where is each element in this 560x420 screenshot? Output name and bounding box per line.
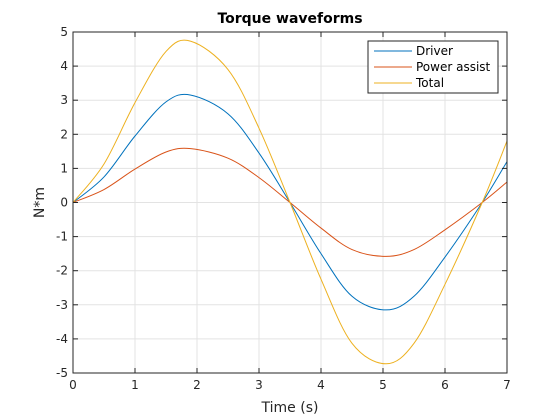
- chart-title: Torque waveforms: [217, 11, 362, 27]
- x-axis-label: Time (s): [261, 400, 319, 416]
- x-tick-label: 0: [69, 378, 77, 392]
- y-tick-label: -1: [56, 230, 68, 244]
- y-tick-label: 3: [60, 93, 68, 107]
- y-tick-label: 2: [60, 127, 68, 141]
- y-axis-label: N*m: [32, 187, 48, 218]
- legend-label: Driver: [416, 44, 453, 58]
- legend-label: Power assist: [416, 60, 491, 74]
- y-tick-label: -3: [56, 298, 68, 312]
- legend: Driver Power assist Total: [367, 40, 499, 94]
- x-tick-label: 5: [379, 378, 387, 392]
- y-tick-label: 5: [60, 25, 68, 39]
- x-tick-label: 3: [255, 378, 263, 392]
- x-tick-label: 7: [503, 378, 511, 392]
- y-tick-label: -2: [56, 264, 68, 278]
- x-tick-label: 1: [131, 378, 139, 392]
- series-layer: [72, 39, 508, 365]
- y-tick-label: 0: [60, 196, 68, 210]
- x-tick-label: 4: [317, 378, 325, 392]
- y-tick-label: 4: [60, 59, 68, 73]
- ticks: 0 1 2 3 4 5 6 7 -5 -4 -3 -2 -1 0 1 2 3 4 5: [56, 25, 511, 392]
- y-tick-label: 1: [60, 161, 68, 175]
- legend-label: Total: [415, 76, 444, 90]
- y-tick-label: -4: [56, 332, 68, 346]
- y-tick-label: -5: [56, 366, 68, 380]
- x-tick-label: 2: [193, 378, 201, 392]
- x-tick-label: 6: [441, 378, 449, 392]
- series-line-total: [72, 39, 508, 365]
